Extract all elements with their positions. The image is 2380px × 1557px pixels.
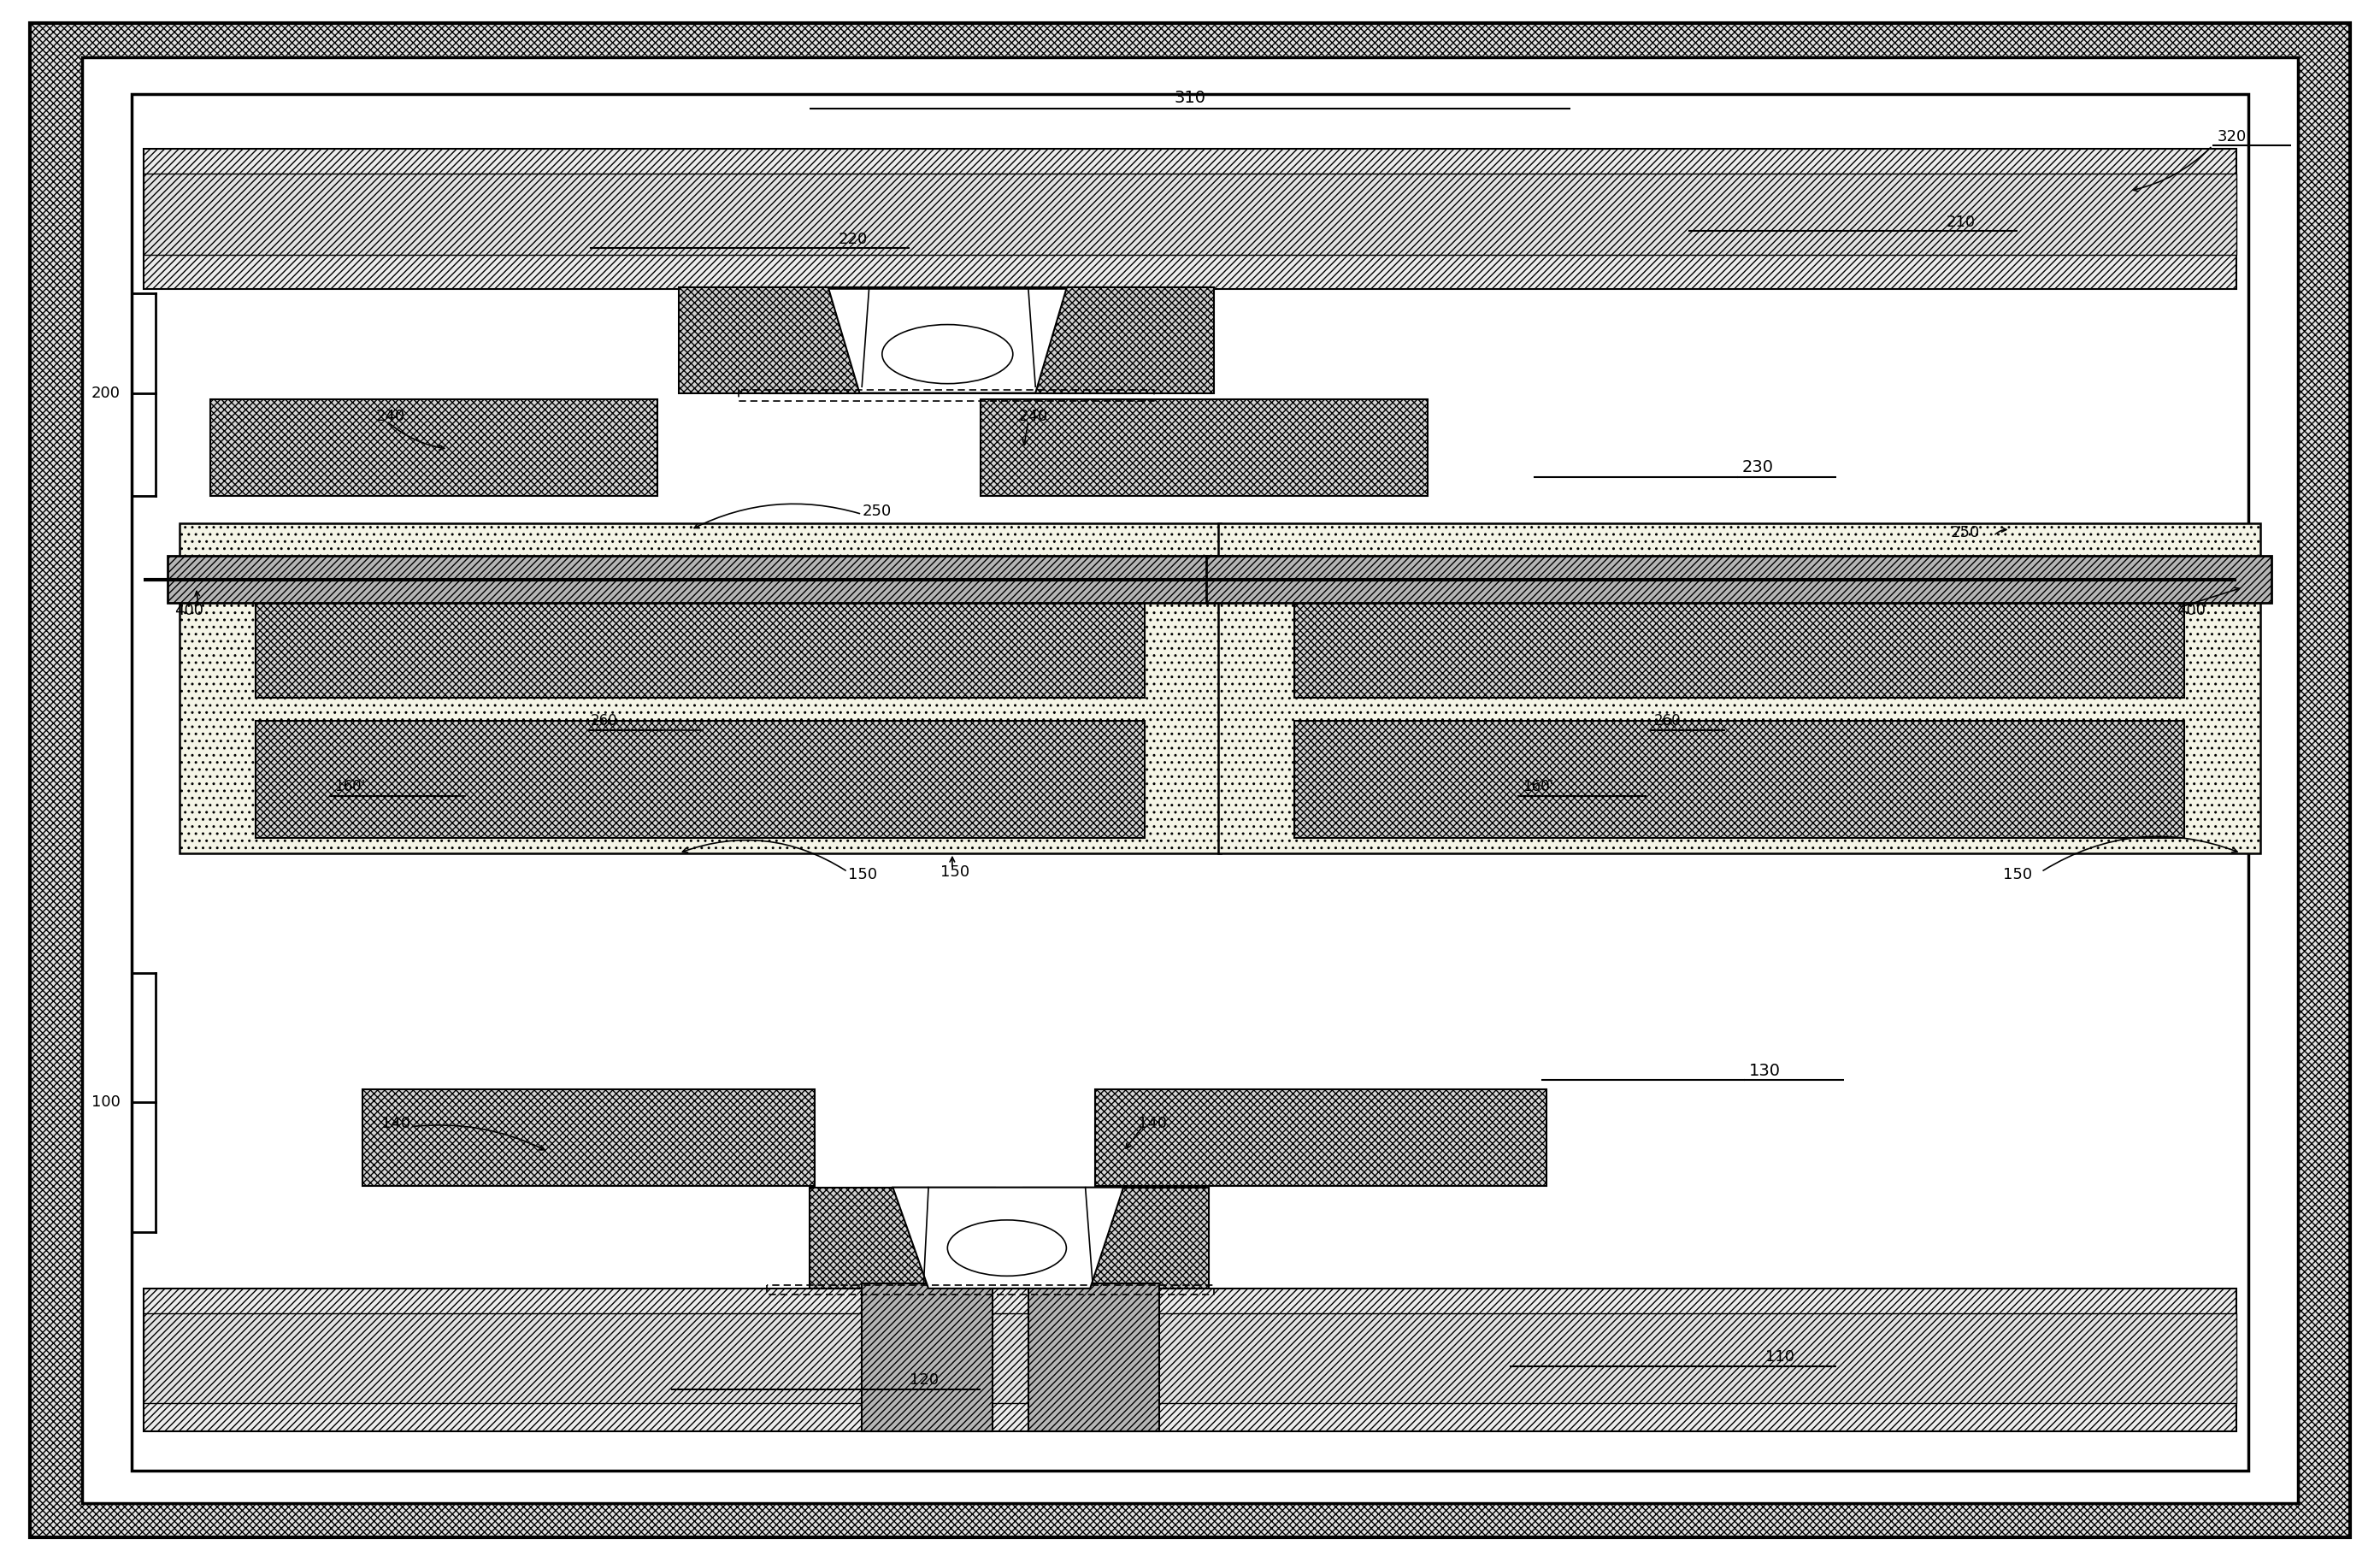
Bar	[209, 399, 657, 495]
Text: 260: 260	[590, 713, 619, 729]
Text: 250: 250	[1952, 525, 1980, 540]
Bar	[809, 1188, 995, 1288]
Text: 200: 200	[90, 385, 119, 400]
Text: 140: 140	[381, 1116, 409, 1132]
Bar	[178, 523, 1221, 853]
Text: 310: 310	[1173, 89, 1207, 106]
Text: 140: 140	[1138, 1116, 1166, 1132]
Text: 400: 400	[174, 603, 202, 618]
Bar	[988, 286, 1214, 392]
Polygon shape	[828, 288, 1066, 392]
Text: 230: 230	[1742, 459, 1773, 476]
Text: 150: 150	[2004, 867, 2033, 883]
Bar	[131, 95, 2249, 1470]
Ellipse shape	[883, 324, 1014, 383]
Bar	[762, 286, 1130, 392]
Text: 130: 130	[1749, 1062, 1780, 1079]
Bar	[1028, 1285, 1159, 1431]
Bar	[1207, 556, 2273, 603]
Bar	[1023, 1188, 1209, 1288]
Bar	[1219, 523, 2261, 853]
Text: 160': 160'	[1523, 778, 1554, 794]
Text: 220: 220	[838, 232, 866, 246]
Text: 150: 150	[847, 867, 876, 883]
Text: 320: 320	[2218, 129, 2247, 145]
Text: 250: 250	[862, 503, 890, 518]
Text: 210: 210	[1947, 215, 1975, 229]
Bar	[143, 1288, 2237, 1431]
Bar	[143, 1313, 2237, 1403]
Ellipse shape	[947, 1221, 1066, 1277]
Polygon shape	[892, 1188, 1123, 1288]
Bar	[1295, 721, 2185, 838]
Text: 260: 260	[1654, 713, 1680, 729]
Text: 400: 400	[2178, 603, 2206, 618]
Bar	[362, 1090, 814, 1186]
Text: 120: 120	[909, 1372, 938, 1387]
Bar	[255, 581, 1145, 698]
Bar	[1295, 581, 2185, 698]
Text: 110: 110	[1766, 1348, 1795, 1364]
Text: 150: 150	[940, 864, 969, 880]
Bar	[255, 721, 1145, 838]
Text: 100: 100	[90, 1095, 119, 1110]
Bar	[143, 149, 2237, 288]
Bar	[678, 286, 904, 392]
Bar	[981, 399, 1428, 495]
Bar	[862, 1285, 992, 1431]
Bar	[862, 1188, 1157, 1288]
Text: 160': 160'	[333, 778, 364, 794]
Bar	[143, 174, 2237, 255]
Text: 240: 240	[1019, 408, 1047, 424]
Text: 240: 240	[376, 408, 405, 424]
Bar	[1095, 1090, 1547, 1186]
Bar	[167, 556, 1233, 603]
